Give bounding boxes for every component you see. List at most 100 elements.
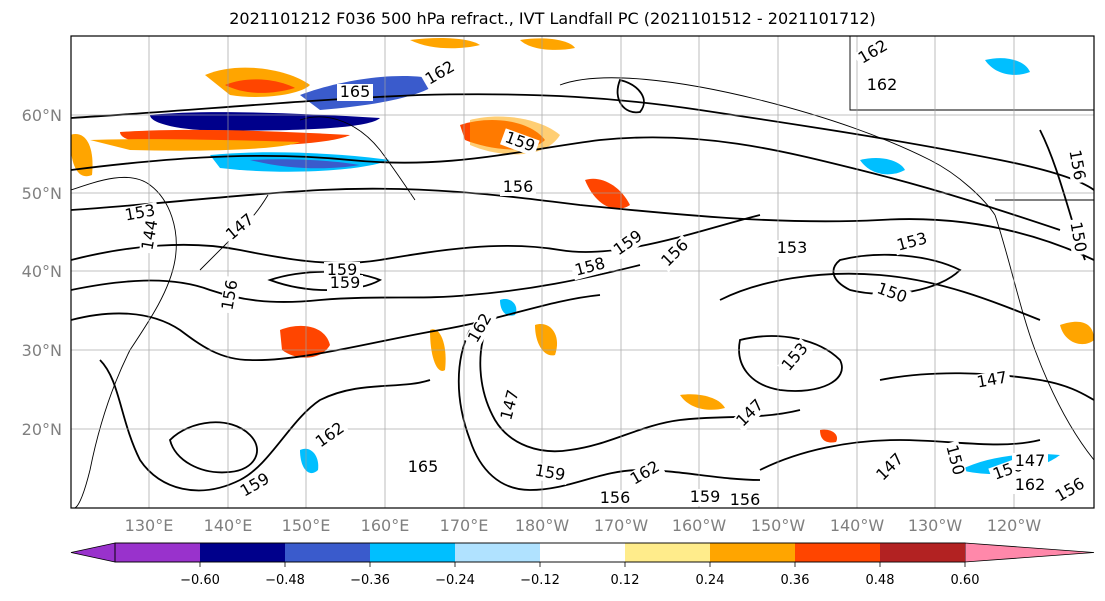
colorbar-tick-label: 0.36 [781, 573, 810, 588]
contour-label-bg [872, 279, 912, 308]
colorbar-segment [540, 543, 625, 562]
coastline-kamchatka [299, 116, 416, 201]
longitude-label: 150°W [751, 516, 806, 535]
contour-label: 156 [730, 490, 761, 509]
colorbar-segment [285, 543, 370, 562]
contour-line [719, 272, 1041, 321]
colorbar-segment [625, 543, 710, 562]
map-frame [70, 35, 1095, 509]
contour-label-bg [235, 469, 276, 502]
latitude-label: 60°N [22, 106, 62, 125]
colorbar-extend-low [70, 542, 116, 563]
anomaly-patch [90, 139, 300, 151]
contour-line [479, 319, 801, 453]
longitude-label: 130°W [908, 516, 963, 535]
contour-label-bg [853, 36, 894, 69]
longitude-label: 130°E [125, 516, 174, 535]
contour-label: 162 [867, 75, 898, 94]
anomaly-patch [1060, 321, 1094, 345]
latitude-label: 50°N [22, 184, 62, 203]
latitude-label: 40°N [22, 262, 62, 281]
anomaly-patch [585, 178, 630, 209]
contour-label: 156 [600, 488, 631, 507]
contour-label: 165 [340, 82, 371, 101]
contour-line [832, 253, 962, 295]
colorbar-tick-label: −0.12 [520, 573, 560, 588]
contour-label-bg [871, 448, 910, 487]
contour-label-bg [1066, 217, 1090, 257]
contour-label: 159 [330, 273, 361, 292]
longitude-label: 140°W [830, 516, 885, 535]
contour-label-bg [500, 179, 536, 196]
contour-label: 162 [1015, 475, 1046, 494]
anomaly-patch [71, 134, 93, 177]
anomaly-patch [300, 448, 319, 474]
longitude-label: 140°E [204, 516, 253, 535]
contour-line [267, 270, 383, 292]
colorbar-segment [200, 543, 285, 562]
contour-label-bg [570, 254, 610, 281]
anomaly-patch [985, 58, 1030, 75]
contour-line [99, 359, 431, 492]
contour-label-bg [1065, 145, 1089, 185]
contour-line [71, 187, 1094, 261]
longitude-label: 170°W [594, 516, 649, 535]
anomaly-patch [225, 79, 295, 93]
contour-label-bg [727, 492, 763, 509]
latitude-labels: 60°N 50°N 40°N 30°N 20°N [22, 106, 62, 439]
contour-label-bg [500, 128, 540, 157]
longitude-label: 160°E [361, 516, 410, 535]
contour-label-bg [310, 418, 350, 453]
border-line [849, 36, 1094, 111]
contour-label-bg [221, 209, 260, 246]
contour-label-bg [625, 457, 666, 490]
contour-label-bg [892, 229, 932, 256]
colorbar-tick-label: 0.60 [951, 573, 980, 588]
contour-label-bg [656, 234, 695, 273]
longitude-label: 160°W [672, 516, 727, 535]
map-title: 2021101212 F036 500 hPa refract., IVT La… [229, 9, 876, 28]
latitude-label: 30°N [22, 341, 62, 360]
contour-label-bg [731, 394, 770, 433]
colorbar-tick-label: −0.24 [435, 573, 475, 588]
anomaly-patch [520, 38, 575, 50]
contour-label-bg [774, 240, 810, 257]
contour-line [169, 421, 258, 474]
anomaly-patch [820, 429, 838, 443]
colorbar-tick-label: 0.24 [696, 573, 725, 588]
contour-label: 159 [690, 487, 721, 506]
contour-line [71, 264, 641, 303]
anomaly-patch [410, 37, 480, 49]
contour-label-bg [597, 490, 633, 507]
contour-line [71, 93, 1094, 191]
anomaly-patch [500, 299, 517, 316]
contour-label-bg [218, 275, 242, 315]
contour-label-bg [1012, 477, 1048, 494]
contour-line [738, 335, 843, 392]
contour-line [71, 294, 601, 361]
coastline-asia [71, 176, 177, 508]
contour-label-bg [777, 338, 814, 377]
contour-label-bg [420, 57, 461, 90]
colorbar-segment [710, 543, 795, 562]
contour-label: 159 [327, 260, 358, 279]
contour-line [879, 372, 1094, 401]
anomaly-patch [535, 324, 558, 356]
contour-label-bg [608, 226, 648, 261]
anomaly-patch [250, 159, 360, 169]
contour-line [759, 439, 1041, 471]
latitude-label: 20°N [22, 420, 62, 439]
contour-label-bg [337, 84, 373, 101]
longitude-label: 120°W [987, 516, 1042, 535]
colorbar-segment [370, 543, 455, 562]
colorbar-tick-label: 0.48 [866, 573, 895, 588]
longitude-label: 150°E [282, 516, 331, 535]
contour-label-bg [972, 368, 1012, 392]
longitude-label: 180°W [515, 516, 570, 535]
contour-label-bg [530, 461, 570, 485]
contour-label-bg [405, 459, 441, 476]
contour-label-bg [1012, 453, 1048, 470]
colorbar: −0.60 −0.48 −0.36 −0.24 −0.12 0.12 0.24 0.36 0.4… [70, 542, 1095, 588]
